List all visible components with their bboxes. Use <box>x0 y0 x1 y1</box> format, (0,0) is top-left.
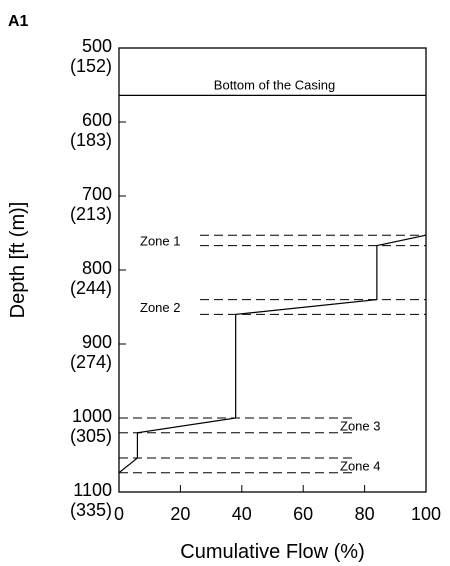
flow-series-line <box>118 234 427 474</box>
y-tick-label: 500 <box>82 36 112 56</box>
y-tick-label: 1000 <box>72 406 112 426</box>
zone-label: Zone 1 <box>140 233 180 248</box>
y-tick-sublabel: (305) <box>70 426 112 446</box>
y-tick-label: 700 <box>82 184 112 204</box>
y-tick-sublabel: (183) <box>70 130 112 150</box>
x-tick-label: 80 <box>355 504 375 524</box>
x-tick-label: 60 <box>293 504 313 524</box>
y-tick-label: 800 <box>82 258 112 278</box>
panel-label: A1 <box>8 13 29 30</box>
x-tick-label: 20 <box>170 504 190 524</box>
x-tick-label: 100 <box>411 504 441 524</box>
x-tick-label: 40 <box>232 504 252 524</box>
casing-label: Bottom of the Casing <box>214 77 335 92</box>
y-axis-title: Depth [ft (m)] <box>7 202 29 319</box>
y-tick-sublabel: (244) <box>70 278 112 298</box>
x-axis-title: Cumulative Flow (%) <box>180 541 364 563</box>
zone-label: Zone 2 <box>140 300 180 315</box>
y-tick-label: 900 <box>82 332 112 352</box>
x-tick-label: 0 <box>114 504 124 524</box>
y-tick-sublabel: (213) <box>70 204 112 224</box>
y-tick-sublabel: (274) <box>70 352 112 372</box>
y-tick-label: 600 <box>82 110 112 130</box>
y-tick-label: 1100 <box>73 480 112 500</box>
zone-label: Zone 4 <box>340 458 380 473</box>
y-tick-sublabel: (152) <box>70 56 112 76</box>
y-tick-sublabel: (335) <box>70 500 112 520</box>
plot-area: Bottom of the Casing Zone 1 Zone 2 Zone 3 Zo… <box>7 36 441 563</box>
zone-label: Zone 3 <box>340 418 380 433</box>
